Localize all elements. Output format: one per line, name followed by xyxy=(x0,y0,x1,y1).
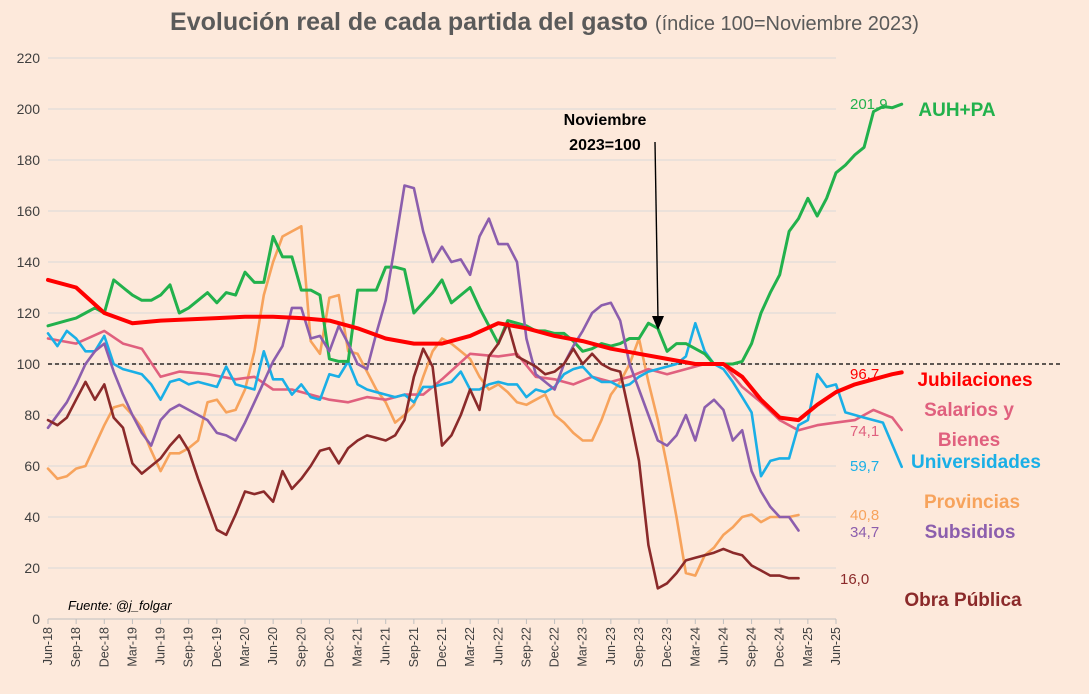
series-name-jubilaciones: Jubilaciones xyxy=(917,370,1032,391)
x-tick-label: Dec-20 xyxy=(322,627,336,667)
x-tick-label: Jun-25 xyxy=(829,627,843,665)
x-tick-label: Mar-22 xyxy=(463,627,477,667)
x-tick-label: Sep-20 xyxy=(294,627,308,667)
x-tick-label: Dec-18 xyxy=(97,627,111,667)
end-value-subsidios: 34,7 xyxy=(850,524,879,541)
x-tick-label: Jun-22 xyxy=(491,627,505,665)
y-tick-label: 20 xyxy=(24,560,40,576)
end-value-provincias: 40,8 xyxy=(850,507,879,524)
end-value-jubilaciones: 96,7 xyxy=(850,366,879,383)
x-tick-label: Mar-19 xyxy=(125,627,139,667)
x-tick-label: Jun-20 xyxy=(266,627,280,665)
y-tick-label: 140 xyxy=(17,254,41,270)
series-name-universidades: Universidades xyxy=(911,452,1041,473)
series-line-subsidios xyxy=(46,184,800,532)
y-tick-label: 120 xyxy=(17,305,41,321)
annotation-line-1: Noviembre xyxy=(564,112,647,129)
series-name-salarios-y-bienes: Bienes xyxy=(938,430,1000,451)
series-group xyxy=(46,102,904,590)
x-tick-label: Jun-21 xyxy=(379,627,393,665)
x-tick-label: Sep-18 xyxy=(69,627,83,667)
chart-subtitle: (índice 100=Noviembre 2023) xyxy=(654,13,919,35)
x-tick-label: Mar-21 xyxy=(351,627,365,667)
annotation-line-2: 2023=100 xyxy=(569,137,641,154)
series-line-jubilaciones xyxy=(46,277,904,423)
end-value-obra-publica: 16,0 xyxy=(840,571,869,588)
series-line-provincias xyxy=(46,225,800,577)
x-tick-label: Sep-22 xyxy=(519,627,533,667)
series-name-auh-pa: AUH+PA xyxy=(918,100,996,121)
x-tick-label: Jun-24 xyxy=(716,627,730,665)
end-value-universidades: 59,7 xyxy=(850,458,879,475)
x-tick-label: Mar-20 xyxy=(238,627,252,667)
annotation-noviembre-2023: Noviembre 2023=100 xyxy=(564,112,664,330)
series-name-obra-publica: Obra Pública xyxy=(904,590,1022,611)
x-tick-label: Jun-19 xyxy=(154,627,168,665)
annotation-arrow-shaft xyxy=(654,141,659,321)
x-tick-label: Dec-19 xyxy=(210,627,224,667)
series-labels: 40,8 Provincias 74,1 Salarios y Bienes 59,7 Un… xyxy=(840,96,1041,611)
y-tick-label: 40 xyxy=(24,509,40,525)
chart-title-block: Evolución real de cada partida del gasto… xyxy=(0,8,1089,37)
y-axis: 0 20 40 60 80 100 120 140 160 180 200 220 xyxy=(17,50,41,627)
x-tick-label: Dec-22 xyxy=(548,627,562,667)
x-tick-label: Sep-19 xyxy=(182,627,196,667)
chart-title: Evolución real de cada partida del gasto xyxy=(170,8,648,36)
y-tick-label: 100 xyxy=(17,356,41,372)
x-tick-label: Sep-21 xyxy=(407,627,421,667)
x-tick-label: Sep-23 xyxy=(632,627,646,667)
x-tick-label: Sep-24 xyxy=(745,627,759,667)
series-name-salarios-y-bienes: Salarios y xyxy=(924,400,1014,421)
series-name-subsidios: Subsidios xyxy=(925,522,1016,543)
y-tick-label: 60 xyxy=(24,458,40,474)
x-axis: Jun-18 Sep-18 Dec-18 Mar-19 Jun-19 Sep-19 Dec-… xyxy=(41,618,843,667)
x-tick-label: Dec-23 xyxy=(660,627,674,667)
series-line-auh-pa xyxy=(46,102,904,366)
x-tick-label: Dec-21 xyxy=(435,627,449,667)
end-value-auh-pa: 201,9 xyxy=(850,96,888,113)
x-tick-label: Dec-24 xyxy=(773,627,787,667)
x-tick-label: Mar-25 xyxy=(801,627,815,667)
x-tick-label: Jun-23 xyxy=(604,627,618,665)
x-tick-label: Mar-23 xyxy=(576,627,590,667)
x-tick-label: Jun-18 xyxy=(41,627,55,665)
source-note: Fuente: @j_folgar xyxy=(68,598,172,613)
y-tick-label: 220 xyxy=(17,50,41,66)
y-tick-label: 160 xyxy=(17,203,41,219)
y-tick-label: 80 xyxy=(24,407,40,423)
end-value-salarios-y-bienes: 74,1 xyxy=(850,423,879,440)
x-tick-label: Mar-24 xyxy=(688,627,702,667)
y-tick-label: 180 xyxy=(17,152,41,168)
series-line-obra-publica xyxy=(46,321,800,590)
y-tick-label: 0 xyxy=(32,611,40,627)
annotation-arrow-head xyxy=(652,316,664,330)
y-tick-label: 200 xyxy=(17,101,41,117)
series-name-provincias: Provincias xyxy=(924,492,1020,513)
